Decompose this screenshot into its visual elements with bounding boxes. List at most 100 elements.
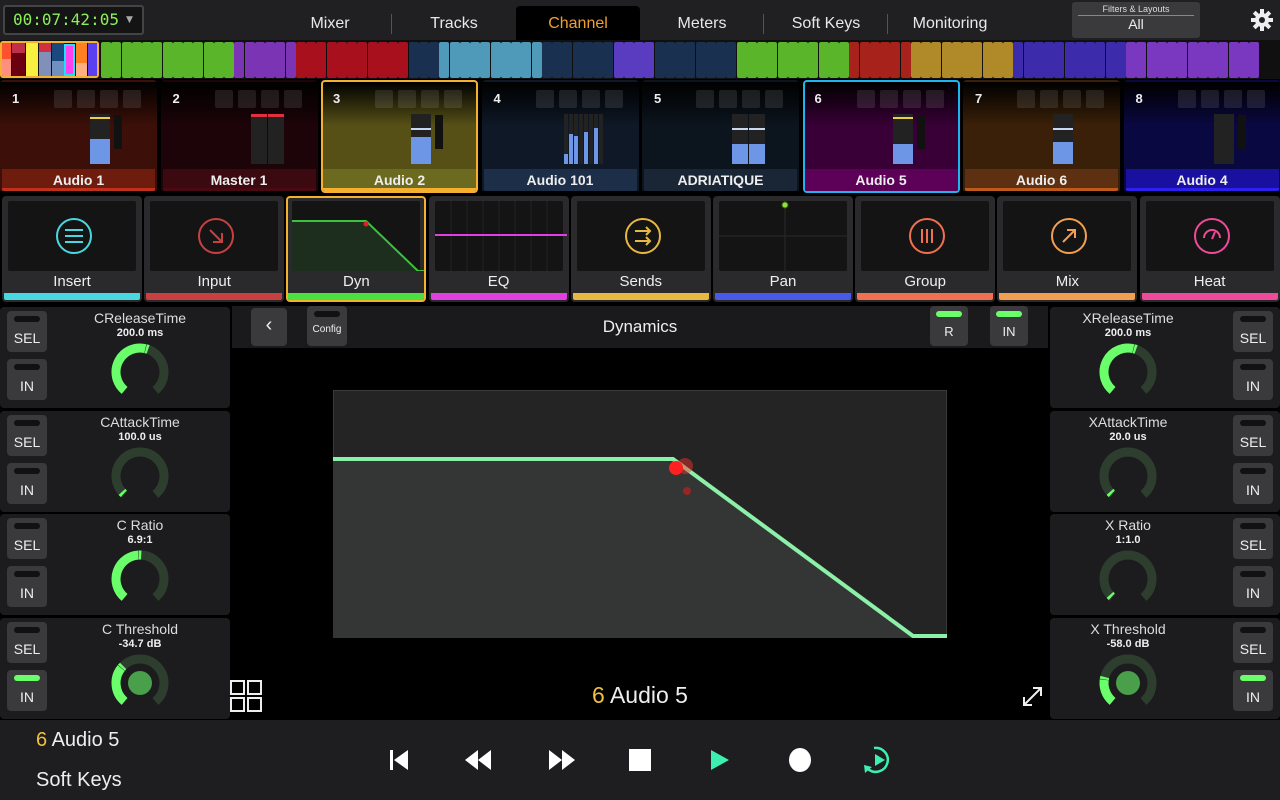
track-color-segment[interactable]	[234, 42, 245, 78]
track-color-segment[interactable]	[429, 42, 439, 78]
in-button[interactable]: IN	[1233, 359, 1273, 400]
in-button[interactable]: IN	[7, 669, 47, 711]
track-color-segment[interactable]	[101, 42, 111, 78]
track-color-segment[interactable]	[1115, 42, 1126, 78]
track-color-segment[interactable]	[582, 42, 593, 78]
track-color-segment[interactable]	[183, 42, 193, 78]
track-color-segment[interactable]	[777, 42, 788, 78]
tab-mixer[interactable]: Mixer	[268, 6, 392, 40]
rewind-icon[interactable]	[465, 745, 495, 775]
channel-fader[interactable]	[749, 114, 765, 164]
track-color-segment[interactable]	[664, 42, 675, 78]
track-color-segment[interactable]	[982, 42, 993, 78]
track-color-segment[interactable]	[449, 42, 460, 78]
track-color-segment[interactable]	[418, 42, 429, 78]
track-color-segment[interactable]	[685, 42, 696, 78]
tile-mix[interactable]: Mix	[997, 196, 1138, 302]
track-color-segment[interactable]	[213, 42, 224, 78]
track-color-segment[interactable]	[347, 42, 357, 78]
play-icon[interactable]	[703, 745, 733, 775]
tile-sends[interactable]: Sends	[570, 196, 711, 302]
param-knob[interactable]	[1097, 652, 1159, 714]
track-color-segment[interactable]	[1136, 42, 1147, 78]
track-color-segment[interactable]	[121, 42, 132, 78]
channel-fader[interactable]	[1053, 114, 1073, 164]
track-color-segment[interactable]	[131, 42, 142, 78]
channel-fader[interactable]	[1213, 114, 1234, 164]
track-color-segment[interactable]	[859, 42, 870, 78]
track-color-segment[interactable]	[439, 42, 450, 78]
track-color-segment[interactable]	[1146, 42, 1157, 78]
dynamics-transfer-graph[interactable]	[333, 390, 948, 639]
track-color-segment[interactable]	[172, 42, 183, 78]
in-button[interactable]: IN	[7, 359, 47, 400]
tile-heat[interactable]: Heat	[1139, 196, 1280, 302]
param-knob[interactable]	[1097, 445, 1159, 507]
track-color-segment[interactable]	[787, 42, 798, 78]
track-color-segment[interactable]	[1167, 42, 1177, 78]
channel-fader[interactable]	[267, 114, 284, 164]
channel-card[interactable]: 8 Audio 4	[1123, 80, 1280, 193]
track-color-segment[interactable]	[203, 42, 214, 78]
track-color-segment[interactable]	[1177, 42, 1188, 78]
track-color-segment[interactable]	[388, 42, 398, 78]
in-button[interactable]: IN	[990, 306, 1028, 346]
channel-fader[interactable]	[732, 114, 748, 164]
track-color-segment[interactable]	[808, 42, 819, 78]
skip-to-start-icon[interactable]	[385, 745, 415, 775]
channel-card[interactable]: 5 ADRIATIQUE	[642, 80, 799, 193]
track-color-segment[interactable]	[593, 42, 603, 78]
track-color-segment[interactable]	[254, 42, 265, 78]
track-color-segment[interactable]	[1249, 42, 1259, 78]
track-color-segment[interactable]	[1013, 42, 1024, 78]
track-color-segment[interactable]	[562, 42, 573, 78]
r-button[interactable]: R	[930, 306, 968, 346]
back-button[interactable]: ‹	[251, 308, 287, 346]
track-color-segment[interactable]	[941, 42, 952, 78]
in-button[interactable]: IN	[1233, 462, 1273, 504]
track-color-segment[interactable]	[972, 42, 983, 78]
visible-tracks-selector[interactable]	[0, 41, 99, 78]
track-color-segment[interactable]	[828, 42, 839, 78]
track-color-segment[interactable]	[644, 42, 655, 78]
grid-view-icon[interactable]	[230, 680, 263, 713]
filters-layouts-button[interactable]: Filters & Layouts All	[1072, 2, 1200, 38]
track-color-segment[interactable]	[295, 42, 306, 78]
track-color-segment[interactable]	[921, 42, 931, 78]
track-color-segment[interactable]	[695, 42, 706, 78]
track-color-segment[interactable]	[275, 42, 286, 78]
tile-input[interactable]: Input	[144, 196, 285, 302]
track-color-segment[interactable]	[1218, 42, 1229, 78]
track-color-segment[interactable]	[890, 42, 901, 78]
track-color-segment[interactable]	[716, 42, 726, 78]
track-color-segment[interactable]	[500, 42, 511, 78]
track-color-segment[interactable]	[726, 42, 737, 78]
track-color-segment[interactable]	[613, 42, 624, 78]
param-knob[interactable]	[109, 341, 171, 403]
track-color-segment[interactable]	[357, 42, 368, 78]
track-color-segment[interactable]	[705, 42, 716, 78]
track-color-segment[interactable]	[470, 42, 480, 78]
tab-monitoring[interactable]: Monitoring	[912, 15, 988, 32]
track-color-segment[interactable]	[1156, 42, 1167, 78]
track-color-segment[interactable]	[244, 42, 255, 78]
tab-meters[interactable]: Meters	[640, 6, 764, 40]
tile-eq[interactable]: EQ	[428, 196, 569, 302]
record-icon[interactable]	[785, 745, 815, 775]
track-color-segment[interactable]	[459, 42, 470, 78]
track-color-segment[interactable]	[798, 42, 808, 78]
track-color-segment[interactable]	[1033, 42, 1044, 78]
track-color-segment[interactable]	[367, 42, 378, 78]
in-button[interactable]: IN	[7, 462, 47, 504]
tile-insert[interactable]: Insert	[2, 196, 142, 302]
track-color-segment[interactable]	[757, 42, 767, 78]
track-color-segment[interactable]	[675, 42, 685, 78]
track-color-segment[interactable]	[654, 42, 665, 78]
footer-mode-label[interactable]: Soft Keys	[36, 769, 122, 791]
track-color-segment[interactable]	[541, 42, 552, 78]
track-color-segment[interactable]	[880, 42, 890, 78]
sel-button[interactable]: SEL	[1233, 414, 1273, 456]
track-color-segment[interactable]	[818, 42, 829, 78]
track-color-segment[interactable]	[1003, 42, 1013, 78]
channel-fader[interactable]	[892, 114, 913, 164]
